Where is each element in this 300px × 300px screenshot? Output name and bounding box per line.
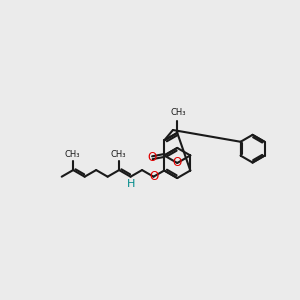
Text: CH₃: CH₃ [64, 150, 80, 159]
Text: CH₃: CH₃ [170, 108, 186, 117]
Text: O: O [148, 151, 157, 164]
Text: CH₃: CH₃ [110, 150, 125, 159]
Text: O: O [172, 157, 182, 169]
Text: O: O [149, 170, 158, 183]
Text: H: H [127, 179, 135, 190]
